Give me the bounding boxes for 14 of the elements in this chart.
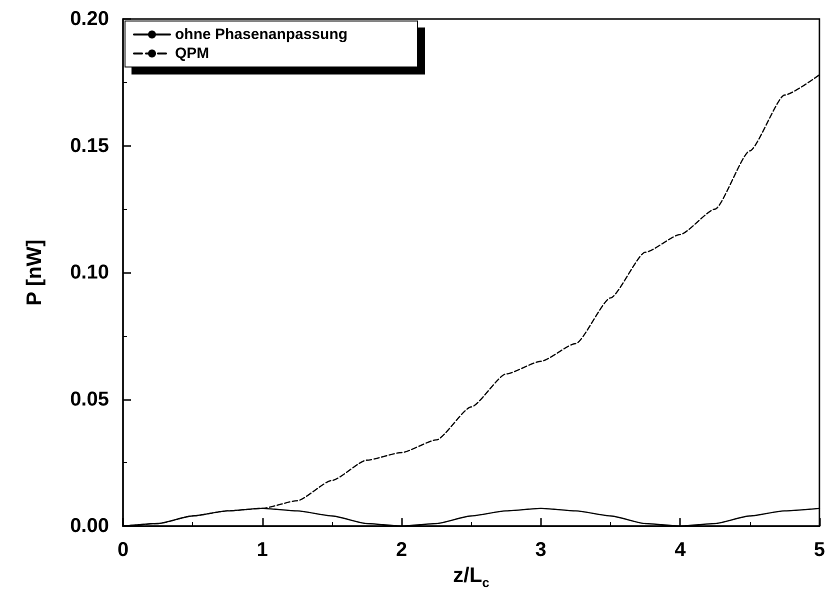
y-tick-label: 0.15 — [70, 134, 109, 157]
x-tick-label: 4 — [674, 539, 687, 562]
y-tick-label: 0.05 — [70, 388, 109, 410]
x-tick-label: 0 — [117, 539, 129, 562]
y-tick-label: 0.10 — [70, 262, 109, 284]
x-tick-label: 3 — [535, 539, 546, 562]
x-tick-label: 2 — [396, 539, 408, 562]
y-tick-label: 0.00 — [70, 515, 109, 538]
legend-label: QPM — [175, 45, 210, 62]
legend-label: ohne Phasenanpassung — [175, 26, 348, 43]
y-axis-title: P [nW] — [23, 239, 46, 306]
x-tick-label: 1 — [256, 539, 268, 562]
x-tick-label: 5 — [814, 539, 825, 562]
y-tick-label: 0.20 — [70, 8, 109, 30]
